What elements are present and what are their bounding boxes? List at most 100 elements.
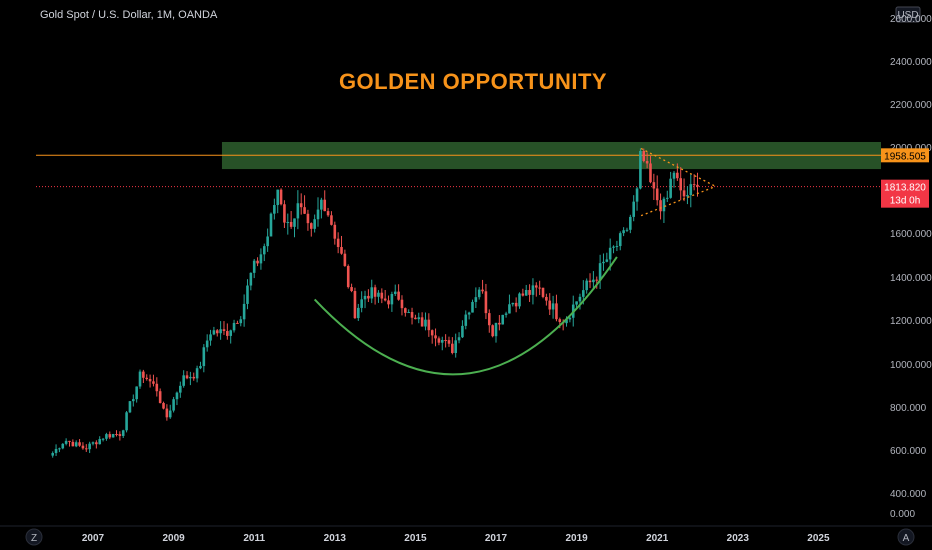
y-tick-label: 1400.000 [890, 273, 932, 284]
candle-body [71, 441, 75, 447]
candle-body [484, 291, 488, 314]
candle-body [501, 314, 505, 325]
candle-body [175, 392, 179, 400]
bar-countdown-label: 13d 0h [890, 196, 921, 207]
candle-body [437, 338, 441, 343]
candle-body [511, 302, 515, 305]
candle-body [84, 448, 88, 450]
candle-body [410, 312, 414, 318]
candle-body [696, 184, 699, 187]
candle-body [309, 223, 313, 229]
annotation-layer [36, 141, 881, 188]
candle-body [538, 287, 541, 289]
candle-body [165, 408, 169, 418]
x-tick-label: 2015 [404, 533, 427, 544]
candle-body [461, 325, 464, 338]
candle-body [363, 295, 367, 300]
candle-body [682, 190, 686, 197]
candle-body [551, 303, 555, 310]
candle-body [380, 292, 384, 299]
candle-body [464, 314, 468, 326]
candle-body [592, 279, 595, 283]
candle-body [155, 383, 159, 392]
y-tick-label: 0.000 [890, 509, 915, 520]
candle-body [615, 246, 619, 248]
candle-body [524, 289, 528, 296]
x-axis[interactable]: 2007 2009 2011 2013 2015 2017 2019 2021 2023 2025 [82, 533, 830, 544]
candle-body [598, 263, 602, 281]
candle-body [68, 440, 71, 442]
candle-body [652, 182, 656, 189]
candle-body [474, 297, 478, 302]
candle-body [444, 340, 447, 342]
candle-body [259, 254, 263, 264]
candle-body [612, 246, 615, 248]
candle-body [545, 296, 548, 301]
candle-body [236, 322, 239, 324]
candle-body [414, 317, 417, 320]
candle-body [61, 443, 65, 449]
candle-body [404, 308, 407, 313]
candle-body [555, 303, 558, 320]
candle-body [125, 412, 128, 431]
candle-body [78, 442, 81, 446]
candle-body [326, 211, 330, 216]
candle-body [457, 337, 461, 341]
candle-body [400, 299, 404, 309]
candle-body [393, 291, 397, 295]
candle-body [111, 434, 115, 438]
candle-body [115, 434, 118, 436]
candle-body [477, 289, 481, 298]
candle-body [202, 347, 206, 367]
y-tick-label: 2400.000 [890, 57, 932, 68]
candle-body [299, 203, 303, 208]
candle-body [279, 189, 283, 205]
candle-body [454, 340, 457, 354]
candle-body [289, 221, 293, 227]
candle-body [447, 340, 451, 344]
z-label: Z [31, 533, 37, 544]
candle-body [632, 201, 635, 217]
candle-body [145, 377, 149, 380]
x-tick-label: 2021 [646, 533, 669, 544]
currency-badge[interactable]: USD [895, 6, 921, 23]
candle-body [360, 299, 363, 308]
auto-scale-left-button[interactable]: Z [25, 528, 43, 546]
candle-body [232, 322, 236, 331]
y-tick-label: 2600.000 [890, 14, 932, 25]
candle-body [182, 375, 185, 386]
candle-body [212, 330, 216, 335]
candle-body [585, 280, 588, 291]
candle-body [330, 215, 333, 225]
candle-body [256, 260, 259, 264]
candle-body [390, 294, 394, 305]
candle-body [582, 290, 585, 297]
candle-body [578, 296, 582, 302]
candle-body [105, 434, 108, 439]
candle-body [427, 319, 431, 331]
candle-body [679, 178, 683, 191]
candle-body [101, 438, 105, 440]
candle-body [333, 224, 337, 239]
candle-body [387, 300, 390, 305]
candle-body [81, 445, 85, 449]
candle-body [629, 216, 632, 230]
currency-label: USD [897, 10, 918, 21]
candle-body [669, 178, 672, 198]
auto-scale-button[interactable]: A [897, 528, 915, 546]
candle-body [635, 188, 639, 202]
candle-body [58, 448, 61, 450]
candle-body [353, 291, 357, 319]
candle-body [54, 448, 58, 454]
candle-body [605, 259, 609, 262]
candle-body [273, 205, 276, 214]
candle-body [558, 319, 562, 323]
candle-body [548, 300, 552, 310]
candle-body [602, 261, 605, 264]
candle-body [158, 391, 162, 403]
candle-body [286, 221, 290, 223]
candle-body [676, 172, 679, 179]
candle-body [269, 213, 273, 237]
x-tick-label: 2025 [807, 533, 830, 544]
